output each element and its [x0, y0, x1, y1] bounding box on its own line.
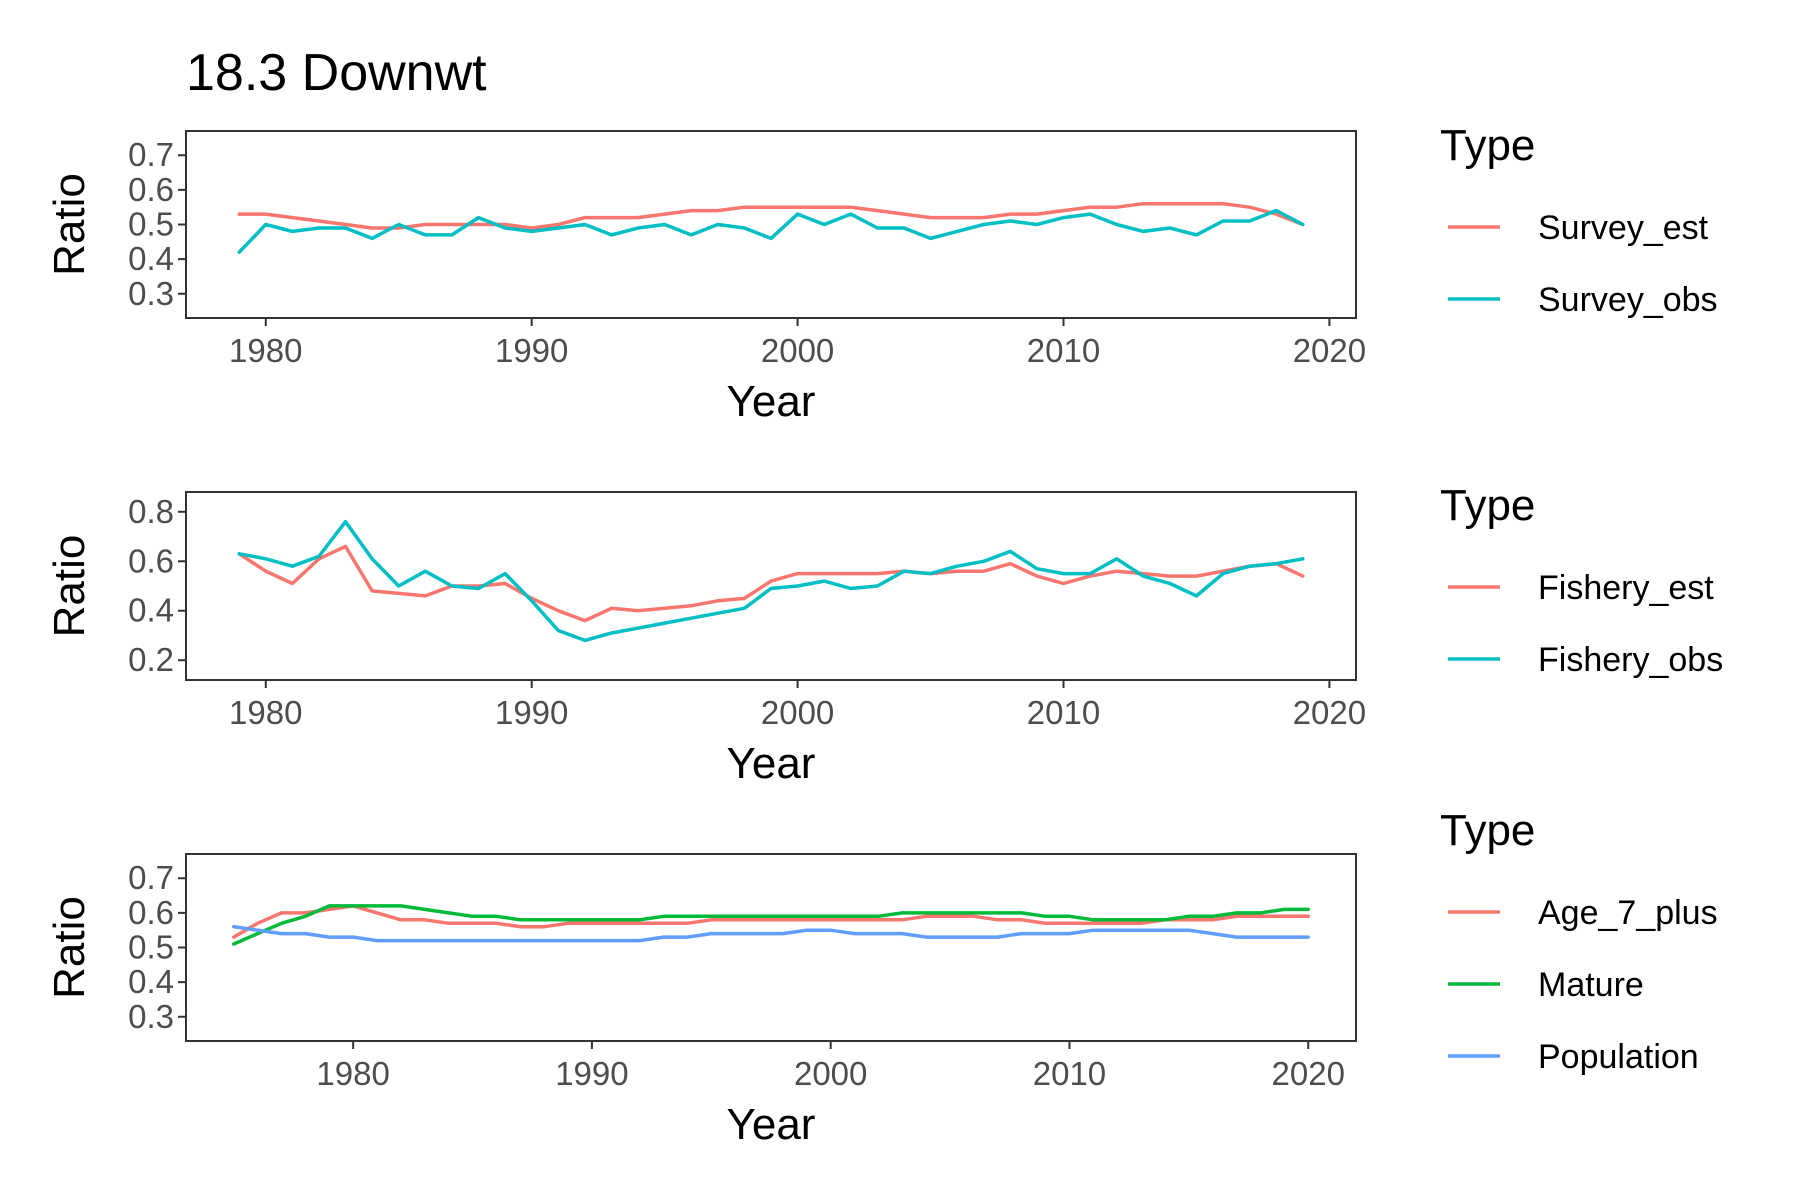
y-axis-title: Ratio — [45, 535, 94, 638]
legend-label: Survey_est — [1538, 209, 1709, 247]
panel-border — [185, 853, 1357, 1042]
legend: Type Fishery_est Fishery_obs — [1440, 481, 1723, 679]
y-tick-label: 0.5 — [128, 206, 174, 243]
y-tick-label: 0.8 — [128, 493, 174, 530]
x-tick-label: 2010 — [1027, 332, 1100, 369]
y-tick-label: 0.4 — [128, 240, 174, 277]
y-tick-label: 0.4 — [128, 592, 174, 629]
series-line-fishery-est — [237, 544, 1305, 623]
x-axis-title: Year — [727, 377, 816, 426]
x-axis-title: Year — [727, 1100, 816, 1149]
panel-3: 0.30.40.50.60.7 1980 1990 2000 2010 2020 Year R… — [45, 806, 1718, 1149]
legend-title: Type — [1440, 806, 1535, 855]
y-axis-title: Ratio — [45, 173, 94, 276]
panel-border — [185, 130, 1357, 319]
legend: Type Survey_est Survey_obs — [1440, 121, 1718, 319]
series-line-age-7-plus — [232, 904, 1310, 939]
legend: Type Age_7_plus Mature Population — [1440, 806, 1718, 1076]
series-line-fishery-obs — [237, 519, 1305, 643]
x-tick-label: 1990 — [495, 332, 568, 369]
x-tick-label: 2020 — [1272, 1055, 1345, 1092]
panel-1: 0.30.40.50.60.7 1980 1990 2000 2010 2020 Year R… — [45, 121, 1718, 426]
legend-label: Mature — [1538, 966, 1644, 1004]
series-line-population — [232, 924, 1310, 943]
series-line-survey-est — [237, 201, 1305, 230]
y-tick-label: 0.2 — [128, 641, 174, 678]
x-tick-label: 2020 — [1293, 694, 1366, 731]
legend-label: Age_7_plus — [1538, 894, 1718, 932]
legend-title: Type — [1440, 121, 1535, 170]
series-line-mature — [232, 904, 1310, 946]
x-tick-label: 1990 — [555, 1055, 628, 1092]
x-axis-title: Year — [727, 739, 816, 788]
legend-label: Survey_obs — [1538, 281, 1718, 319]
x-tick-label: 1980 — [316, 1055, 389, 1092]
x-tick-label: 1980 — [229, 332, 302, 369]
legend-label: Population — [1538, 1038, 1699, 1076]
x-tick-label: 2010 — [1027, 694, 1100, 731]
y-tick-label: 0.3 — [128, 275, 174, 312]
y-tick-label: 0.7 — [128, 859, 174, 896]
series-line-survey-obs — [237, 208, 1305, 254]
x-tick-label: 2010 — [1033, 1055, 1106, 1092]
x-tick-label: 2000 — [761, 332, 834, 369]
legend-label: Fishery_obs — [1538, 641, 1723, 679]
x-tick-label: 1990 — [495, 694, 568, 731]
panel-border — [185, 491, 1357, 681]
y-tick-label: 0.6 — [128, 894, 174, 931]
y-tick-label: 0.7 — [128, 136, 174, 173]
y-tick-label: 0.4 — [128, 963, 174, 1000]
y-tick-label: 0.5 — [128, 929, 174, 966]
legend-title: Type — [1440, 481, 1535, 530]
y-tick-label: 0.6 — [128, 171, 174, 208]
x-tick-label: 2000 — [794, 1055, 867, 1092]
x-tick-label: 2000 — [761, 694, 834, 731]
x-tick-label: 1980 — [229, 694, 302, 731]
y-tick-label: 0.6 — [128, 542, 174, 579]
panel-2: 0.2 0.4 0.6 0.8 1980 1990 2000 2010 2020 Year Rati… — [45, 481, 1723, 788]
y-axis-title: Ratio — [45, 896, 94, 999]
y-tick-label: 0.3 — [128, 998, 174, 1035]
x-tick-label: 2020 — [1293, 332, 1366, 369]
chart-title: 18.3 Downwt — [186, 44, 487, 102]
legend-label: Fishery_est — [1538, 569, 1714, 607]
